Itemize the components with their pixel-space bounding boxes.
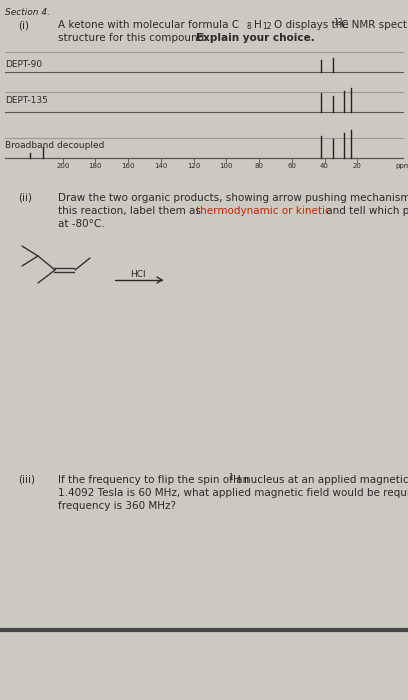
Text: and tell which predominates: and tell which predominates: [323, 206, 408, 216]
Text: C NMR spectrum. Propose a: C NMR spectrum. Propose a: [341, 20, 408, 30]
Text: frequency is 360 MHz?: frequency is 360 MHz?: [58, 501, 176, 511]
Text: (ii): (ii): [18, 193, 32, 203]
Text: 13: 13: [333, 18, 343, 27]
Text: 80: 80: [255, 163, 264, 169]
Text: H nucleus at an applied magnetic field of: H nucleus at an applied magnetic field o…: [233, 475, 408, 485]
Text: 60: 60: [287, 163, 296, 169]
Text: Draw the two organic products, showing arrow pushing mechanism, expected from: Draw the two organic products, showing a…: [58, 193, 408, 203]
Text: If the frequency to flip the spin of an: If the frequency to flip the spin of an: [58, 475, 253, 485]
Text: 1: 1: [228, 473, 233, 482]
Text: 8: 8: [247, 22, 252, 31]
Text: H: H: [254, 20, 262, 30]
Text: this reaction, label them as: this reaction, label them as: [58, 206, 204, 216]
Text: O displays the: O displays the: [274, 20, 352, 30]
Text: (iii): (iii): [18, 475, 35, 485]
Text: Section 4.: Section 4.: [5, 8, 50, 17]
Text: DEPT-90: DEPT-90: [5, 60, 42, 69]
Text: thermodynamic or kinetic: thermodynamic or kinetic: [196, 206, 331, 216]
Text: ppm: ppm: [395, 163, 408, 169]
Text: 120: 120: [187, 163, 200, 169]
Text: 200: 200: [56, 163, 69, 169]
Text: HCl: HCl: [130, 270, 146, 279]
Text: A ketone with molecular formula C: A ketone with molecular formula C: [58, 20, 239, 30]
Text: Explain your choice.: Explain your choice.: [196, 33, 315, 43]
Text: 180: 180: [89, 163, 102, 169]
Text: 12: 12: [262, 22, 271, 31]
Text: Broadband decoupled: Broadband decoupled: [5, 141, 104, 150]
Text: 100: 100: [220, 163, 233, 169]
Text: 160: 160: [122, 163, 135, 169]
Text: at -80°C.: at -80°C.: [58, 219, 104, 229]
Text: 1.4092 Tesla is 60 MHz, what applied magnetic field would be required if the: 1.4092 Tesla is 60 MHz, what applied mag…: [58, 488, 408, 498]
Text: 140: 140: [154, 163, 168, 169]
Text: (i): (i): [18, 20, 29, 30]
Text: 20: 20: [353, 163, 362, 169]
Text: DEPT-135: DEPT-135: [5, 96, 48, 105]
Text: structure for this compound.: structure for this compound.: [58, 33, 211, 43]
Text: 40: 40: [320, 163, 329, 169]
